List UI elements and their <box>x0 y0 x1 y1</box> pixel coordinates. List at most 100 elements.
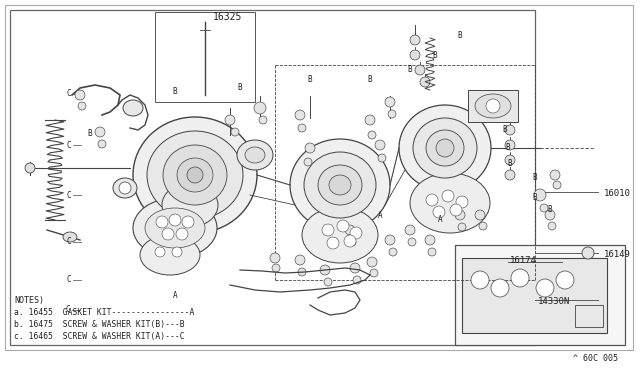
Circle shape <box>442 190 454 202</box>
Circle shape <box>385 235 395 245</box>
Circle shape <box>270 253 280 263</box>
Circle shape <box>378 154 386 162</box>
Circle shape <box>78 102 86 110</box>
Bar <box>468 90 518 122</box>
Circle shape <box>350 263 360 273</box>
Text: B: B <box>408 65 412 74</box>
Circle shape <box>556 271 574 289</box>
Circle shape <box>367 257 377 267</box>
Ellipse shape <box>245 147 265 163</box>
Circle shape <box>272 264 280 272</box>
Text: B: B <box>173 87 177 96</box>
Circle shape <box>162 228 174 240</box>
Circle shape <box>505 155 515 165</box>
Text: B: B <box>532 193 538 202</box>
Ellipse shape <box>133 198 217 258</box>
Circle shape <box>324 278 332 286</box>
Ellipse shape <box>145 208 205 248</box>
Circle shape <box>426 194 438 206</box>
Circle shape <box>408 238 416 246</box>
Ellipse shape <box>163 145 227 205</box>
Circle shape <box>169 214 181 226</box>
Circle shape <box>305 143 315 153</box>
Circle shape <box>425 235 435 245</box>
Text: A: A <box>378 211 382 219</box>
Text: 16010: 16010 <box>604 189 631 198</box>
Circle shape <box>295 110 305 120</box>
Circle shape <box>534 189 546 201</box>
Circle shape <box>486 99 500 113</box>
Circle shape <box>505 140 515 150</box>
Ellipse shape <box>426 130 464 166</box>
Circle shape <box>365 115 375 125</box>
Text: 14330N: 14330N <box>538 297 570 306</box>
Text: A: A <box>173 291 177 299</box>
Text: c. 16465  SCREW & WASHER KIT(A)---C: c. 16465 SCREW & WASHER KIT(A)---C <box>14 332 184 341</box>
Ellipse shape <box>162 183 218 227</box>
Circle shape <box>370 269 378 277</box>
Circle shape <box>456 196 468 208</box>
Ellipse shape <box>318 165 362 205</box>
Ellipse shape <box>329 175 351 195</box>
Circle shape <box>428 248 436 256</box>
Text: B: B <box>508 160 512 169</box>
Ellipse shape <box>140 235 200 275</box>
Circle shape <box>368 131 376 139</box>
Circle shape <box>176 228 188 240</box>
Circle shape <box>348 238 356 246</box>
Text: B: B <box>502 125 508 135</box>
Text: B: B <box>506 144 510 153</box>
Text: b. 16475  SCREW & WASHER KIT(B)---B: b. 16475 SCREW & WASHER KIT(B)---B <box>14 320 184 329</box>
Text: 16174: 16174 <box>510 256 537 265</box>
Circle shape <box>458 223 466 231</box>
Circle shape <box>550 170 560 180</box>
Circle shape <box>254 102 266 114</box>
Circle shape <box>511 269 529 287</box>
Circle shape <box>540 204 548 212</box>
Bar <box>462 258 607 333</box>
Ellipse shape <box>290 139 390 231</box>
Circle shape <box>385 97 395 107</box>
Circle shape <box>536 279 554 297</box>
Circle shape <box>420 77 430 87</box>
Circle shape <box>182 216 194 228</box>
Text: C: C <box>67 90 71 99</box>
Circle shape <box>389 248 397 256</box>
Text: C: C <box>67 190 71 199</box>
Circle shape <box>259 116 267 124</box>
Bar <box>155 12 255 102</box>
Text: B: B <box>532 173 538 183</box>
Text: B: B <box>433 51 437 60</box>
Circle shape <box>298 268 306 276</box>
Ellipse shape <box>187 167 203 183</box>
Circle shape <box>298 124 306 132</box>
Circle shape <box>350 227 362 239</box>
Circle shape <box>455 210 465 220</box>
Bar <box>10 10 535 345</box>
Circle shape <box>98 140 106 148</box>
Circle shape <box>505 170 515 180</box>
Circle shape <box>119 182 131 194</box>
Text: 16149: 16149 <box>604 250 631 259</box>
Circle shape <box>433 206 445 218</box>
Circle shape <box>375 140 385 150</box>
Text: B: B <box>237 83 243 93</box>
Text: B: B <box>458 31 462 39</box>
Ellipse shape <box>237 140 273 170</box>
Ellipse shape <box>147 131 243 219</box>
Circle shape <box>491 279 509 297</box>
Circle shape <box>545 210 555 220</box>
Text: C: C <box>67 237 71 247</box>
Text: C: C <box>67 276 71 285</box>
Circle shape <box>548 222 556 230</box>
Circle shape <box>225 115 235 125</box>
Circle shape <box>344 235 356 247</box>
Circle shape <box>410 50 420 60</box>
Text: B: B <box>368 76 372 84</box>
Circle shape <box>479 222 487 230</box>
Text: A: A <box>438 215 442 224</box>
Circle shape <box>471 271 489 289</box>
Text: a. 16455  GASKET KIT----------------A: a. 16455 GASKET KIT----------------A <box>14 308 195 317</box>
Text: B: B <box>308 76 312 84</box>
Circle shape <box>327 237 339 249</box>
